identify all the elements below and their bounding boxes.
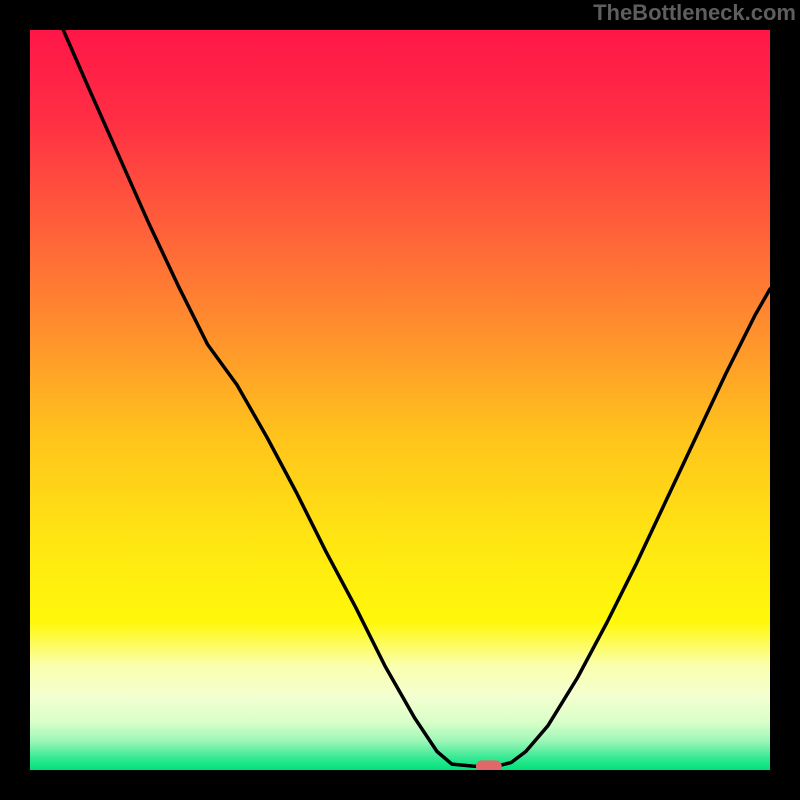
- bottleneck-curve: [63, 30, 770, 766]
- bottleneck-curve-svg: [30, 30, 770, 770]
- attribution-label: TheBottleneck.com: [593, 0, 796, 26]
- chart-container: { "attribution": { "text": "TheBottlenec…: [0, 0, 800, 800]
- optimal-marker: [476, 760, 502, 770]
- plot-area: [30, 30, 770, 770]
